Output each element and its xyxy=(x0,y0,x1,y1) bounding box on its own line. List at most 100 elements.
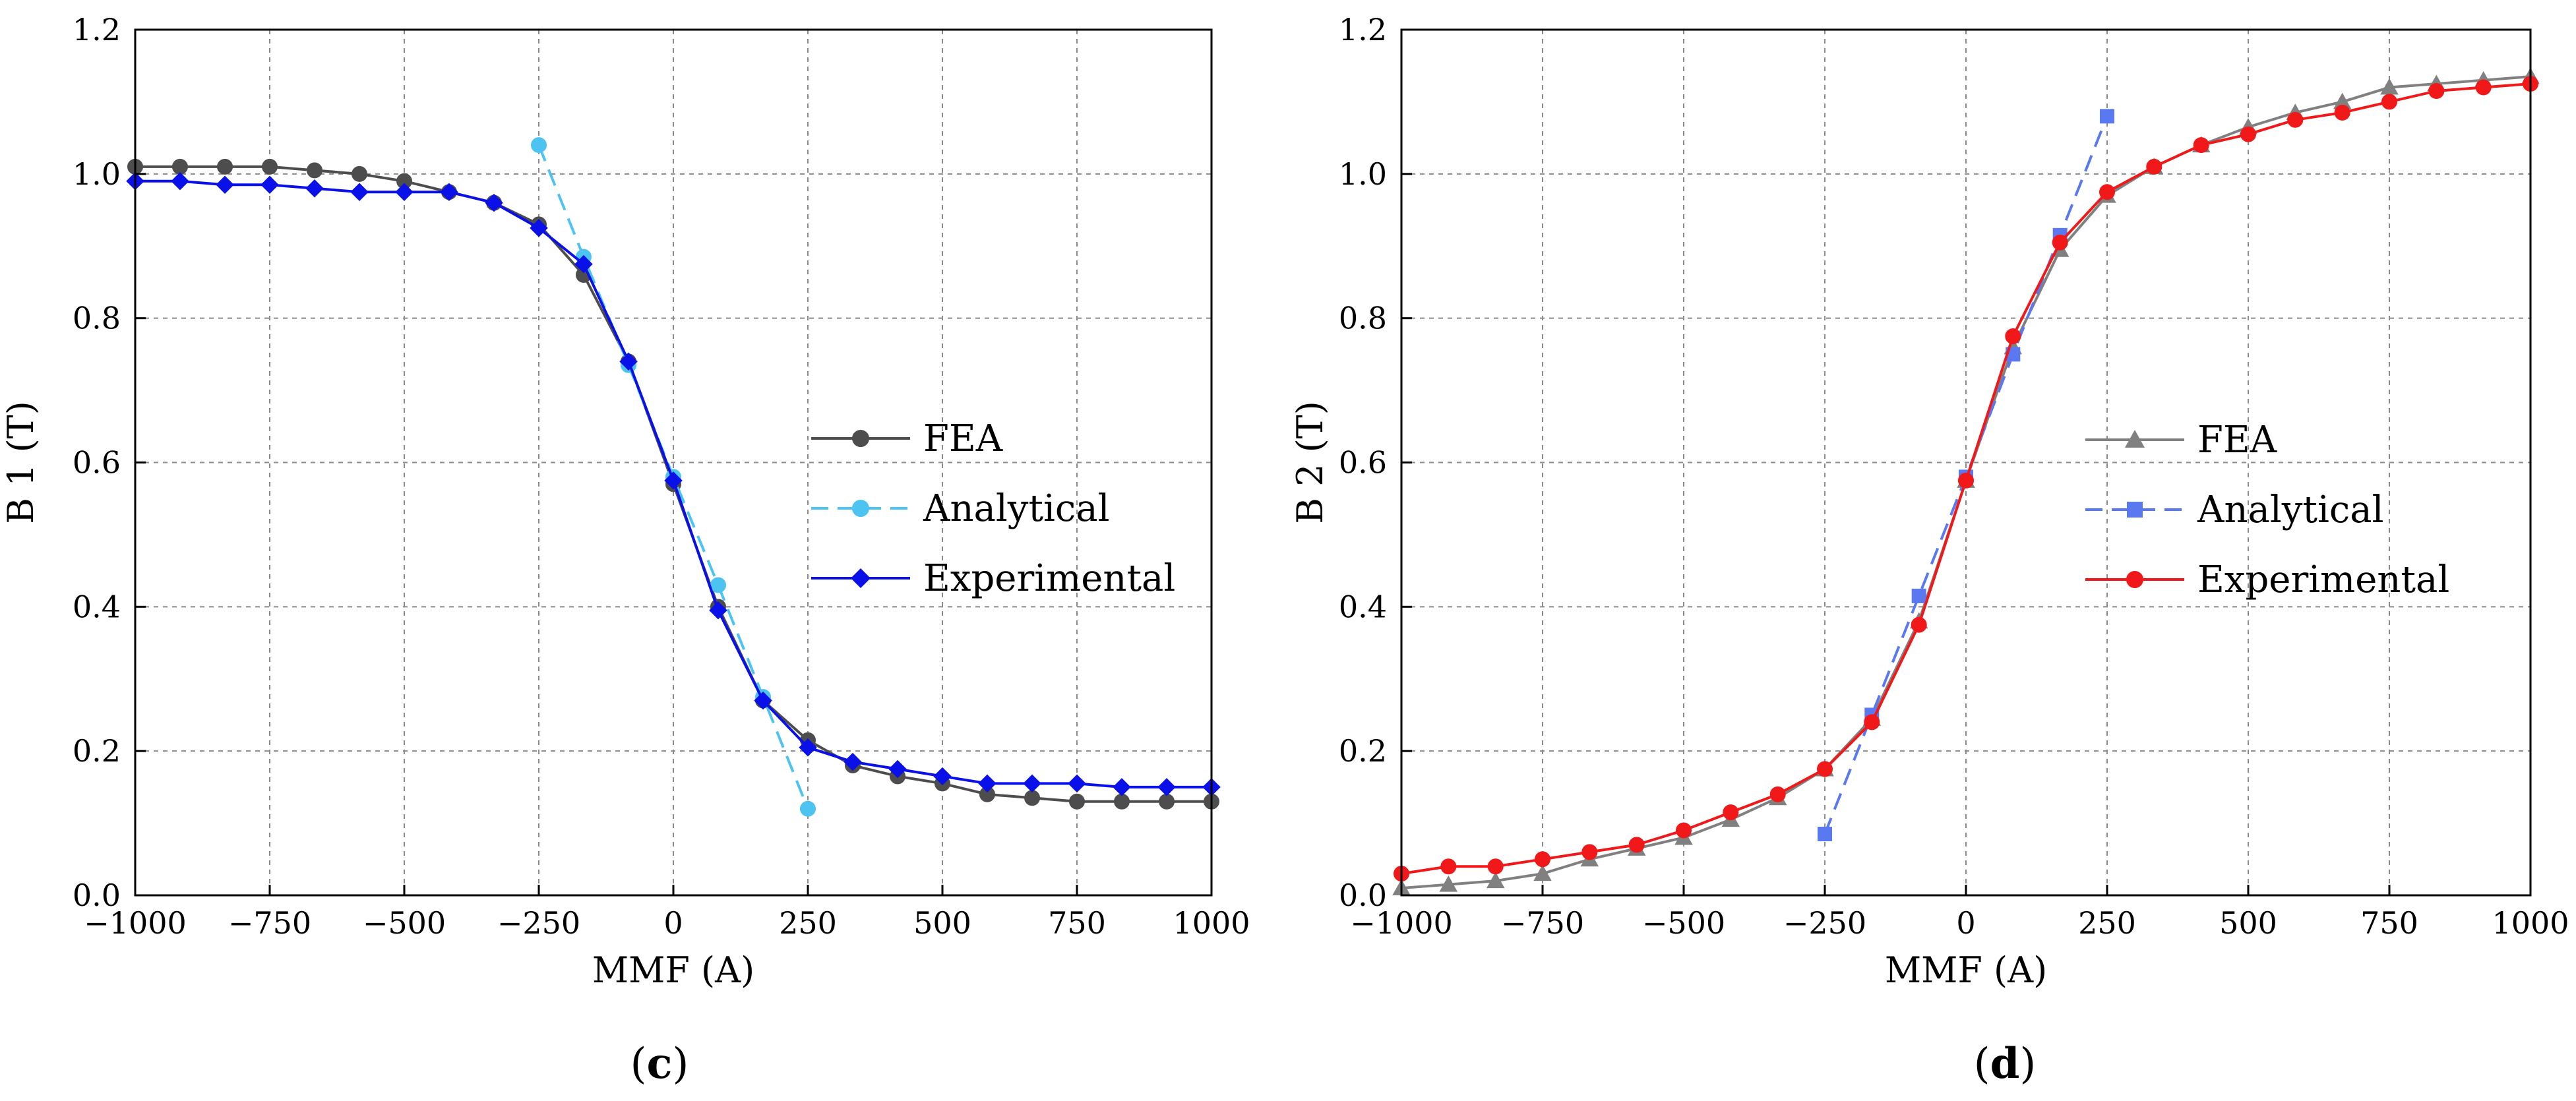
data-point xyxy=(306,162,322,179)
x-tick-label: 1000 xyxy=(1173,905,1250,941)
y-tick-label: 0.2 xyxy=(1339,733,1387,769)
panel-label-letter: d xyxy=(1990,1039,2020,1088)
data-point xyxy=(800,800,816,817)
data-point xyxy=(888,759,907,779)
data-point xyxy=(2100,109,2114,124)
legend-label: FEA xyxy=(923,417,1003,460)
data-point xyxy=(1911,616,1927,633)
data-point xyxy=(1440,858,1457,875)
data-point xyxy=(978,774,997,793)
data-point xyxy=(664,471,683,490)
y-tick-label: 0.6 xyxy=(73,445,121,481)
y-tick-label: 1.0 xyxy=(73,156,121,192)
y-tick-label: 0.6 xyxy=(1339,445,1387,481)
y-tick-label: 0.0 xyxy=(73,878,121,913)
grid xyxy=(1401,30,2530,895)
y-axis-title: B 2 (T) xyxy=(1289,401,1331,524)
x-tick-label: −500 xyxy=(1642,905,1725,941)
data-point xyxy=(1818,826,1832,841)
y-axis: 0.0 0.2 0.4 0.6 0.8 1.0 1.2 xyxy=(73,12,146,913)
data-point xyxy=(1535,851,1550,868)
x-tick-label: −250 xyxy=(497,905,580,941)
y-tick-label: 0.8 xyxy=(73,301,121,336)
legend-marker xyxy=(2127,502,2143,518)
data-point xyxy=(2146,158,2162,175)
data-point xyxy=(2005,328,2021,345)
data-point xyxy=(1628,837,1645,853)
panel-label-letter: c xyxy=(647,1039,673,1088)
legend-item-experimental: Experimental xyxy=(811,557,1175,600)
legend-label: Analytical xyxy=(2197,489,2384,531)
data-point xyxy=(754,691,772,710)
data-point xyxy=(1024,790,1041,806)
legend-label: Analytical xyxy=(923,487,1110,530)
legend-label: Experimental xyxy=(923,557,1175,600)
x-tick-label: 250 xyxy=(779,905,837,941)
x-tick-label: 750 xyxy=(2360,905,2418,941)
data-point xyxy=(2193,137,2209,154)
y-tick-label: 0.4 xyxy=(1339,589,1387,624)
x-tick-label: 500 xyxy=(913,905,971,941)
data-point xyxy=(1113,793,1130,810)
legend-marker xyxy=(852,500,869,517)
panel-label-open: ( xyxy=(630,1040,647,1088)
data-point xyxy=(2287,111,2304,128)
data-point xyxy=(2099,184,2115,200)
data-point xyxy=(2381,94,2397,110)
x-tick-label: −750 xyxy=(228,905,311,941)
legend: FEA Analytical Experimental xyxy=(2085,419,2449,601)
series-experimental xyxy=(1394,76,2538,882)
data-point xyxy=(1911,588,1926,603)
x-tick-label: 500 xyxy=(2219,905,2277,941)
legend-item-fea: FEA xyxy=(811,417,1003,460)
x-tick-label: 1000 xyxy=(2492,905,2569,941)
data-point xyxy=(1676,822,1692,839)
data-point xyxy=(1958,472,1974,489)
data-point xyxy=(619,352,638,371)
x-axis: −1000 −750 −500 −250 0 250 500 750 1000 xyxy=(84,885,1250,941)
data-point xyxy=(2240,126,2256,142)
data-point xyxy=(709,601,727,620)
grid xyxy=(135,30,1211,895)
y-axis-title: B 1 (T) xyxy=(0,401,42,524)
panel-label-open: ( xyxy=(1974,1040,1990,1088)
data-point xyxy=(799,738,817,757)
data-point xyxy=(1486,872,1505,889)
data-point xyxy=(1439,875,1458,892)
legend-marker xyxy=(851,568,871,588)
data-point xyxy=(216,175,234,194)
x-tick-label: −500 xyxy=(363,905,446,941)
y-axis: 0.0 0.2 0.4 0.6 0.8 1.0 1.2 xyxy=(1339,12,1412,913)
data-point xyxy=(2380,78,2399,95)
x-axis: −1000 −750 −500 −250 0 250 500 750 1000 xyxy=(1350,885,2569,941)
x-tick-label: 750 xyxy=(1048,905,1106,941)
data-point xyxy=(262,158,278,175)
legend-marker xyxy=(2126,571,2143,588)
legend-item-fea: FEA xyxy=(2085,419,2277,461)
x-tick-label: 250 xyxy=(2078,905,2136,941)
panel-label-close: ) xyxy=(2019,1040,2036,1088)
y-tick-label: 1.2 xyxy=(1339,12,1387,47)
data-point xyxy=(531,137,547,154)
data-point xyxy=(440,183,458,201)
y-tick-label: 0.2 xyxy=(73,733,121,769)
x-tick-label: −250 xyxy=(1783,905,1866,941)
chart-panel-c: −1000 −750 −500 −250 0 250 500 750 1000 0.0 0.2 0.4… xyxy=(0,12,1250,1088)
data-point xyxy=(1113,778,1131,796)
data-point xyxy=(933,767,952,786)
data-point xyxy=(1533,864,1552,881)
data-point xyxy=(1864,714,1880,730)
legend-marker xyxy=(852,430,869,447)
data-point xyxy=(530,219,548,237)
panel-label: (d) xyxy=(1974,1039,2037,1088)
data-point xyxy=(305,179,324,198)
y-tick-label: 1.0 xyxy=(1339,156,1387,192)
chart-panel-d: −1000 −750 −500 −250 0 250 500 750 1000 0.0 0.2 0.4… xyxy=(1289,12,2569,1088)
data-point xyxy=(2475,79,2492,96)
data-point xyxy=(574,254,593,274)
legend-label: FEA xyxy=(2197,419,2277,461)
x-tick-label: 0 xyxy=(1956,905,1975,941)
data-point xyxy=(485,193,503,212)
panel-label: (c) xyxy=(630,1039,689,1088)
x-tick-label: −1000 xyxy=(84,905,187,941)
